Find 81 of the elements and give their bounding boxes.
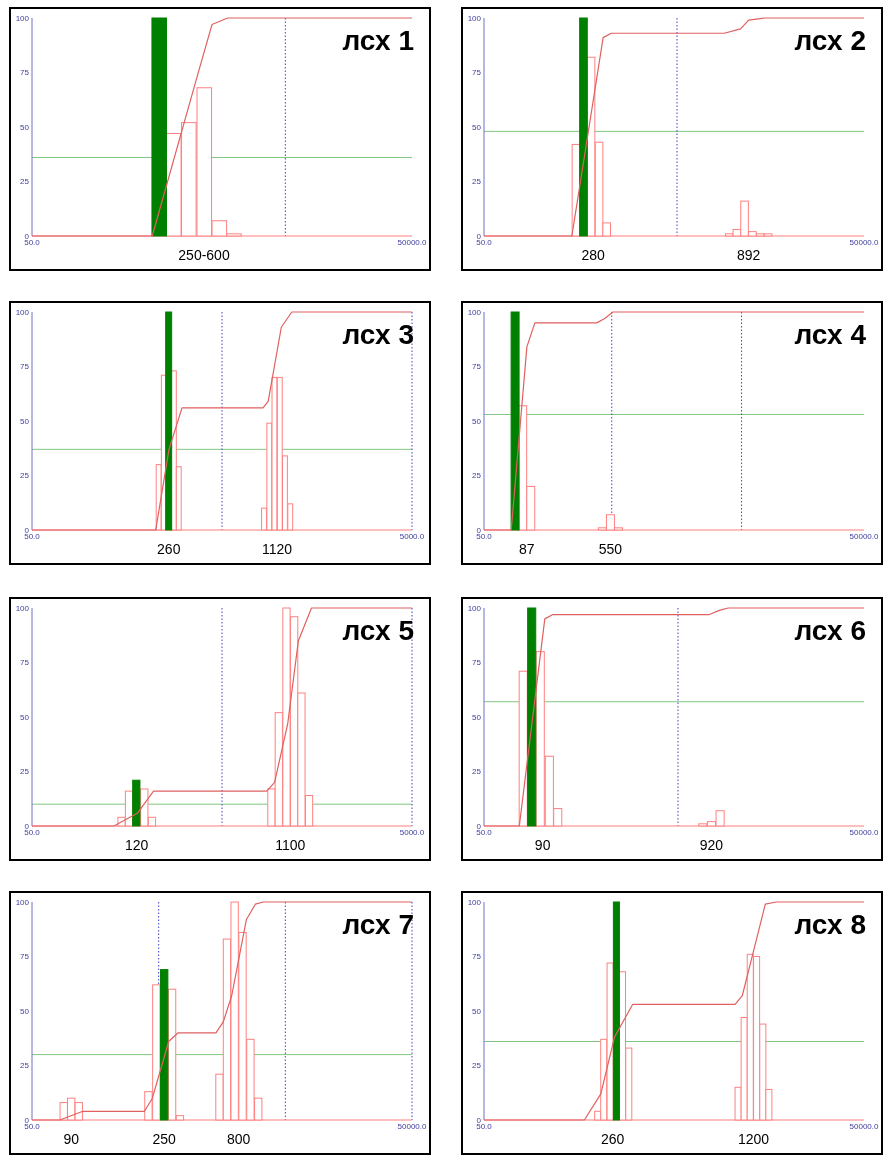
text: 120 — [125, 837, 149, 853]
x-tick-label: 50000.0 — [849, 828, 880, 837]
x-tick-label: 50000.0 — [849, 1122, 880, 1131]
y-tick-label: 100 — [15, 307, 30, 317]
y-tick-label: 25 — [472, 1061, 482, 1071]
y-tick-label: 25 — [20, 177, 30, 187]
text: 1100 — [275, 837, 306, 853]
y-tick-label: 0 — [476, 1115, 482, 1125]
x-tick-label: 50.0 — [476, 532, 493, 541]
x-tick-label: 50000.0 — [849, 238, 880, 247]
y-tick-label: 75 — [20, 362, 30, 372]
y-tick-label: 50 — [20, 712, 30, 722]
y-tick-label: 0 — [476, 231, 482, 241]
x-tick-label: 50000.0 — [397, 1122, 428, 1131]
y-tick-label: 25 — [472, 767, 482, 777]
text: 250-600 — [178, 247, 230, 263]
x-tick-label: 50000.0 — [849, 532, 880, 541]
chart-title: лсх 4 — [794, 319, 867, 350]
y-tick-label: 75 — [472, 68, 482, 78]
bar — [151, 17, 167, 237]
y-tick-label: 100 — [15, 897, 30, 907]
text: 920 — [699, 837, 724, 853]
y-tick-label: 100 — [467, 307, 482, 317]
y-tick-label: 25 — [20, 471, 30, 481]
text: 1200 — [737, 1131, 770, 1147]
text: 550 — [598, 541, 623, 557]
x-tick-label: 50.0 — [24, 532, 41, 541]
x-tick-label: 50.0 — [476, 1122, 493, 1131]
y-tick-label: 75 — [472, 658, 482, 668]
y-tick-label: 50 — [20, 1006, 30, 1016]
y-tick-label: 50 — [472, 122, 482, 132]
y-tick-label: 25 — [472, 177, 482, 187]
y-tick-label: 75 — [472, 362, 482, 372]
chart-title: лсх 1 — [342, 25, 414, 56]
y-tick-label: 0 — [24, 821, 30, 831]
y-tick-label: 0 — [24, 231, 30, 241]
text: 260 — [157, 541, 181, 557]
y-tick-label: 75 — [20, 658, 30, 668]
y-tick-label: 50 — [472, 1006, 482, 1016]
y-tick-label: 100 — [15, 603, 30, 613]
x-tick-label: 50.0 — [476, 828, 493, 837]
chart-title: лсх 3 — [342, 319, 414, 350]
y-tick-label: 50 — [472, 712, 482, 722]
chart-title: лсх 8 — [794, 909, 866, 940]
text: 90 — [534, 837, 551, 853]
y-tick-label: 0 — [476, 821, 482, 831]
y-tick-label: 50 — [472, 416, 482, 426]
text: 87 — [518, 541, 535, 557]
text: 250 — [152, 1131, 177, 1147]
y-tick-label: 100 — [467, 897, 482, 907]
y-tick-label: 0 — [476, 525, 482, 535]
text: 1120 — [262, 541, 293, 557]
y-tick-label: 25 — [472, 471, 482, 481]
text: 280 — [581, 247, 606, 263]
y-tick-label: 75 — [20, 952, 30, 962]
x-tick-label: 50.0 — [24, 238, 41, 247]
y-tick-label: 100 — [15, 13, 30, 23]
x-tick-label: 50.0 — [476, 238, 493, 247]
y-tick-label: 25 — [20, 767, 30, 777]
x-tick-label: 5000.0 — [399, 532, 425, 541]
x-tick-label: 5000.0 — [399, 828, 425, 837]
text: 892 — [736, 247, 761, 263]
y-tick-label: 0 — [24, 525, 30, 535]
chart-title: лсх 7 — [342, 909, 414, 940]
x-tick-label: 50.0 — [24, 1122, 41, 1131]
y-tick-label: 50 — [20, 122, 30, 132]
y-tick-label: 50 — [20, 416, 30, 426]
x-tick-label: 50.0 — [24, 828, 41, 837]
y-tick-label: 75 — [20, 68, 30, 78]
text: 800 — [227, 1131, 251, 1147]
y-tick-label: 75 — [472, 952, 482, 962]
chart-title: лсх 6 — [794, 615, 866, 646]
y-tick-label: 25 — [20, 1061, 30, 1071]
chart-title: лсх 5 — [342, 615, 414, 646]
y-tick-label: 100 — [467, 13, 482, 23]
text: 90 — [63, 1131, 80, 1147]
y-tick-label: 100 — [467, 603, 482, 613]
text: 260 — [600, 1131, 625, 1147]
y-tick-label: 0 — [24, 1115, 30, 1125]
x-tick-label: 50000.0 — [397, 238, 428, 247]
chart-title: лсх 2 — [794, 25, 866, 56]
